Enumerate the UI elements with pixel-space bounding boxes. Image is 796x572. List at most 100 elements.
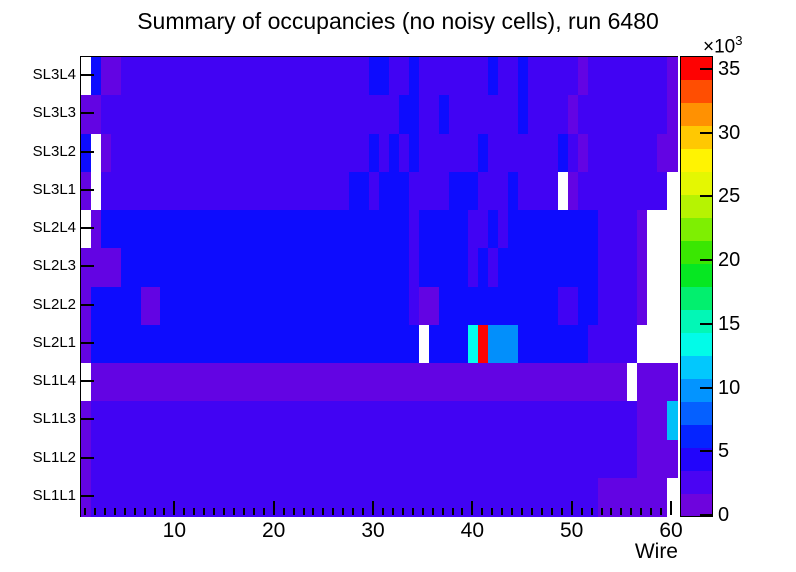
colorbar-band <box>681 194 712 219</box>
x-axis-major-tick <box>173 501 176 515</box>
heatmap-cell <box>408 171 450 211</box>
heatmap-cell <box>408 133 420 173</box>
heatmap-cell <box>478 171 509 211</box>
x-axis-minor-tick <box>362 508 365 515</box>
colorbar-exponent: ×103 <box>703 33 742 58</box>
colorbar-band <box>681 470 712 494</box>
x-axis-major-tick <box>670 501 673 515</box>
heatmap-cell <box>577 57 589 96</box>
heatmap-cell <box>647 286 678 326</box>
heatmap-plot-area <box>80 56 678 517</box>
heatmap-cell <box>100 57 122 96</box>
heatmap-cell <box>488 57 499 96</box>
x-axis-minor-tick <box>411 508 414 515</box>
x-axis-minor-tick <box>491 508 494 515</box>
heatmap-cell <box>478 133 489 173</box>
colorbar-tick <box>700 322 712 325</box>
x-axis-minor-tick <box>660 508 663 515</box>
heatmap-cell <box>408 286 420 326</box>
x-axis-major-tick <box>372 501 375 515</box>
heatmap-cell <box>379 171 410 211</box>
x-axis-minor-tick <box>223 508 226 515</box>
heatmap-cell <box>90 171 102 211</box>
x-axis-minor-tick <box>322 508 325 515</box>
x-axis-minor-tick <box>352 508 355 515</box>
heatmap-cell <box>597 248 638 287</box>
colorbar-tick-label: 25 <box>718 185 741 208</box>
x-axis-tick-label: 10 <box>162 519 187 542</box>
x-axis-minor-tick <box>252 508 255 515</box>
heatmap-cell <box>81 171 92 211</box>
x-axis-major-tick <box>272 501 275 515</box>
x-axis-minor-tick <box>163 508 166 515</box>
y-axis-tick <box>80 456 94 459</box>
x-axis-minor-tick <box>123 508 126 515</box>
y-axis-tick <box>80 494 94 497</box>
heatmap-cell <box>90 363 628 402</box>
heatmap-cell <box>577 133 589 173</box>
heatmap-cell <box>587 57 668 96</box>
heatmap-cell <box>379 133 390 173</box>
heatmap-cell <box>100 133 112 173</box>
heatmap-cell <box>418 95 440 134</box>
y-axis-tick <box>80 380 94 383</box>
x-axis-minor-tick <box>83 508 86 515</box>
x-axis-minor-tick <box>183 508 186 515</box>
y-axis-label: SL3L4 <box>32 66 76 84</box>
x-axis-minor-tick <box>441 508 444 515</box>
colorbar-tick <box>700 195 712 198</box>
heatmap-cell <box>418 324 430 364</box>
x-axis-minor-tick <box>521 508 524 515</box>
heatmap-cell <box>418 286 440 326</box>
y-axis-label: SL1L2 <box>32 448 76 466</box>
colorbar <box>680 56 713 517</box>
colorbar-band <box>681 447 712 471</box>
y-axis-label: SL1L3 <box>32 410 76 428</box>
heatmap-cell <box>637 439 678 479</box>
heatmap-cell <box>528 57 579 96</box>
colorbar-band <box>681 148 712 173</box>
heatmap-cell <box>160 286 410 326</box>
heatmap-cell <box>647 248 678 287</box>
colorbar-band <box>681 355 712 379</box>
x-axis-minor-tick <box>431 508 434 515</box>
heatmap-cell <box>478 248 489 287</box>
x-axis-minor-tick <box>203 508 206 515</box>
heatmap-cell <box>90 210 102 249</box>
colorbar-tick <box>700 67 712 70</box>
heatmap-cell <box>369 57 390 96</box>
y-axis-label: SL2L3 <box>32 257 76 275</box>
x-axis-minor-tick <box>630 508 633 515</box>
x-axis-tick-label: 20 <box>262 519 286 542</box>
colorbar-tick-label: 15 <box>718 312 741 335</box>
heatmap-cell <box>81 95 102 134</box>
heatmap-cell <box>388 57 410 96</box>
heatmap-cell <box>498 248 599 287</box>
x-axis-tick-label: 50 <box>560 519 584 542</box>
x-axis-major-tick <box>471 501 474 515</box>
heatmap-cell <box>81 133 92 173</box>
heatmap-cell <box>667 401 678 440</box>
y-axis-tick <box>80 74 94 77</box>
heatmap-cell <box>498 210 509 249</box>
heatmap-cell <box>478 324 489 364</box>
x-axis-minor-tick <box>213 508 216 515</box>
heatmap-cell <box>100 95 400 134</box>
x-axis-minor-tick <box>560 508 563 515</box>
heatmap-cell <box>120 248 410 287</box>
y-axis-tick <box>80 341 94 344</box>
colorbar-band <box>681 424 712 448</box>
heatmap-cell <box>577 95 668 134</box>
x-axis-minor-tick <box>342 508 345 515</box>
heatmap-cell <box>90 401 638 440</box>
heatmap-cell <box>418 248 469 287</box>
y-axis-tick <box>80 150 94 153</box>
heatmap-cell <box>518 57 529 96</box>
heatmap-cell <box>349 171 370 211</box>
heatmap-cell <box>518 324 589 364</box>
colorbar-tick <box>700 450 712 453</box>
heatmap-cell <box>81 324 92 364</box>
heatmap-cell <box>557 286 579 326</box>
x-axis-minor-tick <box>401 508 404 515</box>
heatmap-cell <box>637 286 648 326</box>
